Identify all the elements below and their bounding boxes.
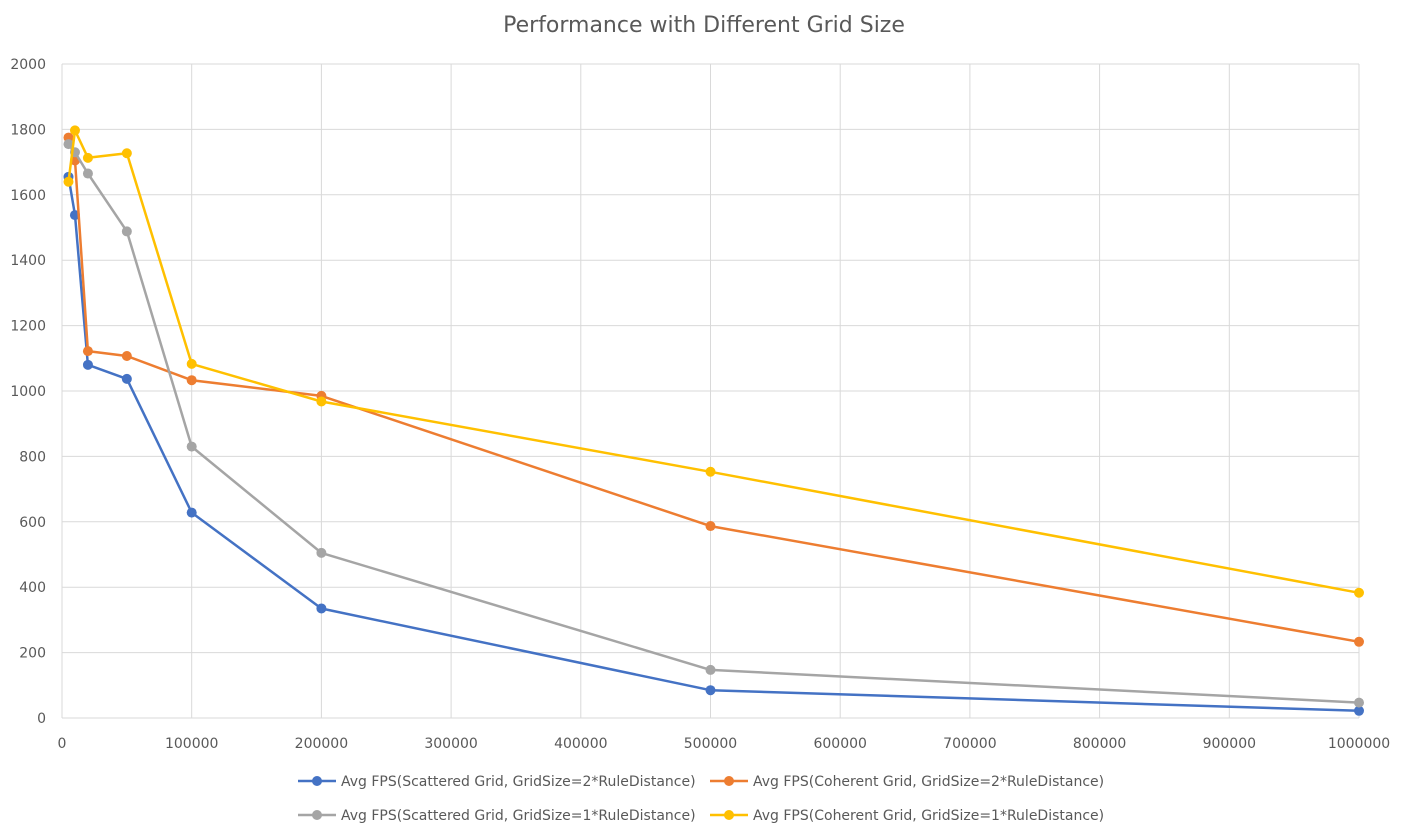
y-tick-label: 1200 [10,319,46,335]
data-point [316,396,327,407]
legend-label: Avg FPS(Coherent Grid, GridSize=2*RuleDi… [753,774,1104,790]
series-1 [63,171,1364,716]
y-tick-label: 1800 [10,122,46,138]
legend-entry: Avg FPS(Coherent Grid, GridSize=1*RuleDi… [710,808,1104,824]
x-tick-label: 500000 [684,736,737,752]
x-axis-tick-labels: 0 100000 200000 300000 400000 500000 600000 700… [58,736,1391,752]
series-line [67,137,1360,644]
series-4 [63,125,1364,598]
data-point [121,351,132,362]
x-tick-label: 700000 [943,736,996,752]
legend-swatch-marker [724,810,734,820]
data-point [186,358,197,369]
x-tick-label: 200000 [295,736,348,752]
y-tick-label: 2000 [10,57,46,73]
data-point [186,375,197,386]
legend-label: Avg FPS(Coherent Grid, GridSize=1*RuleDi… [753,808,1104,824]
data-point [186,507,197,518]
legend-swatch-marker [312,776,322,786]
data-point [63,176,74,187]
legend-entry: Avg FPS(Scattered Grid, GridSize=2*RuleD… [298,774,696,790]
data-point [82,359,93,370]
data-point [69,125,80,136]
x-tick-label: 0 [58,736,67,752]
y-axis-tick-labels: 0 200 400 600 800 1000 1200 1400 1600 1800 2000 [10,57,46,727]
y-tick-label: 0 [37,711,46,727]
x-tick-label: 400000 [554,736,607,752]
data-point [1354,697,1364,708]
data-point [705,664,716,675]
series-line [67,176,1360,713]
x-tick-label: 600000 [813,736,866,752]
data-point [82,168,93,179]
x-tick-label: 900000 [1203,736,1256,752]
legend-swatch-marker [724,776,734,786]
data-point [1354,636,1364,647]
series-line [67,129,1360,595]
data-point [705,521,716,532]
x-tick-label: 800000 [1073,736,1126,752]
data-point [121,226,132,237]
data-point [121,148,132,159]
legend-label: Avg FPS(Scattered Grid, GridSize=1*RuleD… [341,808,696,824]
legend-swatch-marker [312,810,322,820]
data-point [63,139,74,150]
data-point [121,373,132,384]
legend: Avg FPS(Scattered Grid, GridSize=2*RuleD… [298,774,1104,824]
y-tick-label: 800 [19,449,46,465]
data-point [186,441,197,452]
y-tick-label: 1000 [10,384,46,400]
legend-entry: Avg FPS(Coherent Grid, GridSize=2*RuleDi… [710,774,1104,790]
data-point [82,346,93,357]
data-point [82,152,93,163]
data-point [705,685,716,696]
x-tick-label: 100000 [165,736,218,752]
series-3 [63,139,1364,708]
y-tick-label: 1600 [10,188,46,204]
legend-label: Avg FPS(Scattered Grid, GridSize=2*RuleD… [341,774,696,790]
legend-entry: Avg FPS(Scattered Grid, GridSize=1*RuleD… [298,808,696,824]
data-point [316,547,327,558]
y-tick-label: 200 [19,646,46,662]
y-tick-label: 1400 [10,253,46,269]
data-point [1354,705,1364,716]
y-tick-label: 400 [19,580,46,596]
grid-lines [61,63,1360,719]
series-lines [63,125,1364,716]
series-2 [63,132,1364,647]
x-tick-label: 300000 [424,736,477,752]
series-line [67,143,1360,704]
x-tick-label: 1000000 [1328,736,1390,752]
data-point [1354,587,1364,598]
data-point [316,603,327,614]
chart-title: Performance with Different Grid Size [503,13,905,38]
y-tick-label: 600 [19,515,46,531]
data-point [705,466,716,477]
